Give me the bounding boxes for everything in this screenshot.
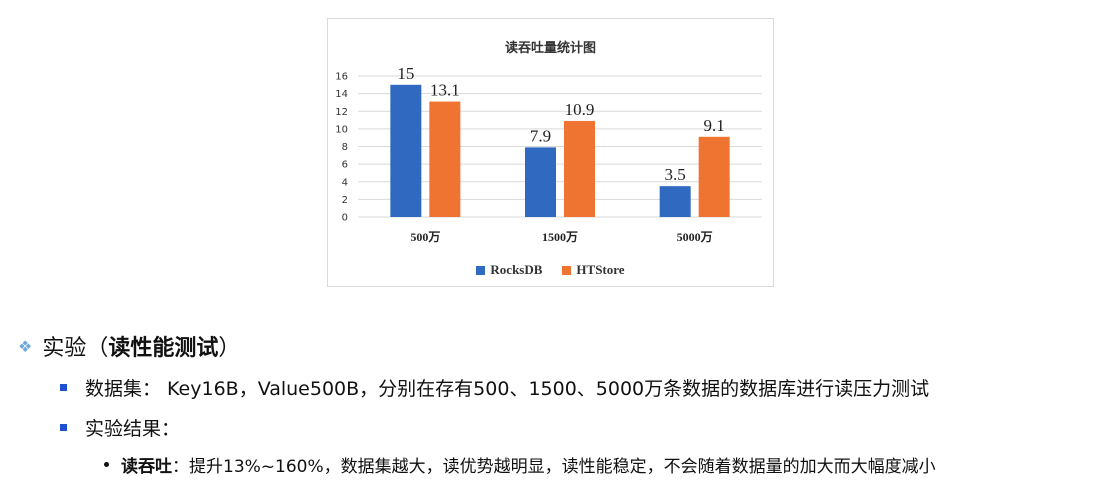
diamond-bullet-icon: ❖ bbox=[18, 336, 33, 356]
y-tick-label: 0 bbox=[342, 213, 348, 224]
y-tick-label: 12 bbox=[335, 107, 348, 118]
bar-chart: 0 2 4 6 8 10 12 14 16 15 13.1 500万 7.9 10.9 1500万 3.5 9.… bbox=[335, 64, 762, 244]
bar-rocksdb bbox=[659, 186, 691, 217]
result-label: 实验结果： bbox=[85, 418, 181, 440]
section-heading: ❖ 实验（ 读性能测试 ） bbox=[18, 330, 240, 362]
bar-rocksdb bbox=[390, 84, 422, 217]
data-label: 10.9 bbox=[565, 100, 595, 119]
legend-label-rocksdb: RocksDB bbox=[490, 262, 543, 277]
square-bullet-icon bbox=[60, 384, 67, 391]
bar-htstore bbox=[429, 101, 461, 217]
data-label: 9.1 bbox=[704, 116, 725, 135]
legend-label-htstore: HTStore bbox=[576, 262, 625, 277]
result-detail-text: ：提升13%~160%，数据集越大，读优势越明显，读性能稳定，不会随着数据量的加… bbox=[172, 457, 936, 477]
data-label: 13.1 bbox=[430, 81, 460, 100]
dataset-bullet: 数据集： Key16B，Value500B，分别在存有500、1500、5000… bbox=[60, 374, 929, 401]
result-detail: 读吞吐 ：提升13%~160%，数据集越大，读优势越明显，读性能稳定，不会随着数… bbox=[104, 452, 936, 477]
x-tick-label: 5000万 bbox=[677, 230, 713, 244]
data-label: 7.9 bbox=[530, 126, 551, 145]
heading-bold: 读性能测试 bbox=[108, 336, 219, 361]
chart-title: 读吞吐量统计图 bbox=[504, 41, 596, 56]
data-label: 15 bbox=[397, 64, 414, 83]
dataset-text: 数据集： Key16B，Value500B，分别在存有500、1500、5000… bbox=[85, 378, 930, 400]
y-tick-label: 6 bbox=[342, 160, 348, 171]
result-bold-label: 读吞吐 bbox=[121, 457, 172, 477]
heading-suffix: ） bbox=[218, 336, 241, 361]
bar-rocksdb bbox=[525, 147, 556, 217]
heading-prefix: 实验（ bbox=[42, 336, 109, 361]
legend-swatch-htstore bbox=[562, 265, 572, 275]
y-tick-label: 8 bbox=[342, 142, 348, 153]
square-bullet-icon bbox=[60, 424, 67, 431]
x-tick-label: 500万 bbox=[410, 230, 440, 244]
result-bullet: 实验结果： bbox=[60, 414, 180, 441]
x-tick-label: 1500万 bbox=[542, 230, 578, 244]
y-tick-label: 2 bbox=[342, 195, 348, 206]
y-tick-label: 10 bbox=[335, 124, 348, 135]
y-tick-label: 4 bbox=[342, 177, 348, 188]
chart-container: 读吞吐量统计图 0 2 4 6 8 10 12 14 16 15 13.1 500万 7.9 10.9 15… bbox=[327, 18, 774, 287]
legend-swatch-rocksdb bbox=[476, 265, 486, 275]
bar-htstore bbox=[698, 136, 730, 217]
chart-legend: RocksDB HTStore bbox=[328, 262, 773, 278]
legend-item-htstore: HTStore bbox=[562, 262, 625, 278]
dot-bullet-icon bbox=[104, 462, 109, 467]
y-tick-label: 16 bbox=[335, 72, 348, 83]
bar-htstore bbox=[564, 120, 595, 217]
legend-item-rocksdb: RocksDB bbox=[476, 262, 542, 278]
y-tick-label: 14 bbox=[335, 89, 348, 100]
data-label: 3.5 bbox=[665, 165, 686, 184]
